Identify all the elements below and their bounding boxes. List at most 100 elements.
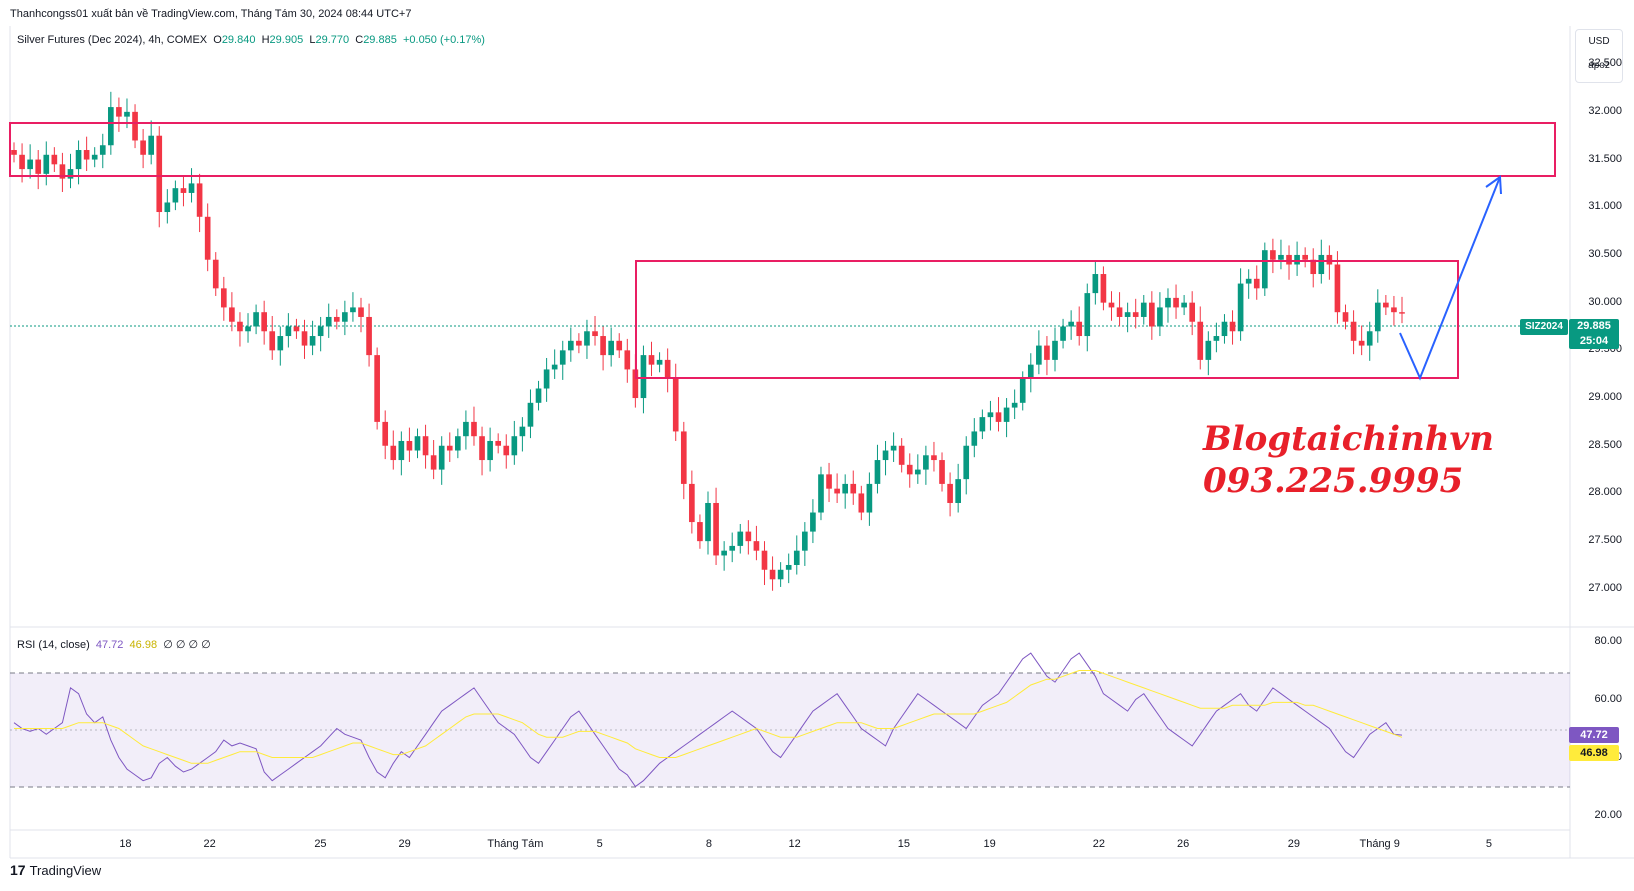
candle-down — [261, 312, 267, 332]
open-label: O — [213, 34, 222, 46]
candle-up — [535, 388, 542, 403]
time-tick-label: 25 — [314, 838, 327, 850]
candle-down — [422, 436, 429, 456]
candle-down — [858, 493, 865, 513]
candle-down — [1173, 297, 1179, 308]
tradingview-brand[interactable]: 17 TradingView — [10, 862, 101, 878]
candle-down — [495, 440, 502, 446]
last-price-tag: 29.885 25:04 — [1569, 319, 1619, 349]
candle-up — [923, 455, 929, 470]
candle-up — [1027, 364, 1034, 379]
candle-down — [11, 150, 17, 155]
candle-up — [438, 445, 445, 470]
candle-up — [874, 460, 881, 484]
candle-down — [220, 288, 227, 308]
candle-up — [1213, 336, 1220, 341]
candle-up — [1294, 254, 1300, 265]
high-value: 29.905 — [269, 34, 304, 46]
time-tick-label: 22 — [1092, 838, 1105, 850]
time-tick-label: 22 — [203, 838, 216, 850]
candle-down — [576, 340, 582, 346]
price-tick-label: 30.000 — [1588, 295, 1622, 308]
rsi-value-tag: 47.72 — [1569, 727, 1619, 743]
candle-down — [358, 307, 364, 317]
candle-down — [1100, 274, 1107, 303]
rsi-tick-label: 20.00 — [1594, 808, 1622, 821]
candle-up — [842, 483, 849, 494]
candle-down — [664, 359, 671, 379]
candle-up — [455, 436, 461, 451]
candle-down — [212, 259, 219, 289]
candle-up — [818, 474, 824, 513]
candle-up — [777, 569, 784, 580]
resistance-zone-box[interactable] — [9, 122, 1556, 177]
candle-up — [91, 154, 98, 160]
price-tick-label: 30.500 — [1588, 247, 1622, 260]
candle-up — [75, 150, 82, 170]
candle-up — [979, 417, 986, 432]
candle-up — [1366, 331, 1373, 346]
candle-up — [1092, 274, 1099, 294]
candle-up — [463, 421, 469, 437]
price-tick-label: 28.000 — [1588, 486, 1622, 499]
time-tick-label: 12 — [788, 838, 801, 850]
symbol-name: Silver Futures (Dec 2024), 4h, COMEX — [17, 34, 208, 46]
candle-up — [108, 107, 114, 146]
candle-down — [132, 111, 138, 141]
candle-down — [697, 522, 703, 542]
candle-up — [721, 550, 727, 556]
time-tick-label: Tháng 9 — [1359, 838, 1400, 850]
price-tick-label: 31.000 — [1588, 200, 1622, 213]
candle-up — [729, 545, 736, 551]
currency-unit-box[interactable]: USD apoz — [1575, 29, 1623, 83]
candlestick-series — [11, 91, 1405, 591]
candle-down — [1383, 302, 1389, 308]
candle-down — [269, 331, 276, 351]
candle-up — [567, 340, 574, 351]
candle-up — [67, 169, 74, 179]
symbol-legend[interactable]: Silver Futures (Dec 2024), 4h, COMEX O 29… — [17, 34, 485, 46]
projection-path[interactable] — [1399, 176, 1501, 381]
candle-up — [325, 316, 332, 327]
candle-down — [1108, 302, 1115, 308]
candle-down — [713, 502, 719, 556]
candle-up — [971, 431, 978, 446]
candle-up — [1205, 340, 1212, 360]
candle-down — [1270, 250, 1276, 260]
candle-up — [99, 145, 106, 155]
candle-down — [1391, 307, 1397, 313]
candle-up — [1003, 407, 1010, 422]
candle-up — [164, 202, 171, 213]
rsi-tick-label: 80.00 — [1594, 634, 1622, 647]
candle-down — [995, 412, 1002, 422]
candle-up — [27, 159, 33, 170]
candle-up — [866, 483, 873, 513]
candle-up — [890, 445, 897, 451]
candle-down — [1197, 321, 1204, 360]
candle-down — [1342, 312, 1349, 322]
candle-down — [382, 421, 389, 446]
candle-down — [503, 445, 510, 456]
candle-up — [1237, 283, 1244, 332]
candle-down — [479, 436, 485, 461]
candle-up — [1221, 321, 1228, 337]
publisher-line: Thanhcongss01 xuất bản về TradingView.co… — [10, 8, 412, 20]
candle-down — [390, 445, 397, 461]
price-tick-label: 29.000 — [1588, 391, 1622, 404]
candle-up — [1261, 250, 1268, 289]
candle-up — [277, 336, 284, 351]
candle-up — [955, 479, 961, 503]
range-box[interactable] — [635, 260, 1459, 379]
rsi-legend[interactable]: RSI (14, close) 47.72 46.98 ∅ ∅ ∅ ∅ — [17, 638, 211, 651]
candle-down — [1286, 254, 1292, 265]
candle-down — [1189, 302, 1196, 322]
candle-up — [551, 364, 558, 370]
time-tick-label: 29 — [398, 838, 411, 850]
candle-down — [1229, 321, 1236, 332]
time-tick-label: 15 — [897, 838, 910, 850]
rsi-value: 47.72 — [95, 639, 124, 651]
candle-down — [1350, 321, 1357, 341]
candle-up — [882, 450, 889, 461]
candle-down — [632, 369, 639, 399]
